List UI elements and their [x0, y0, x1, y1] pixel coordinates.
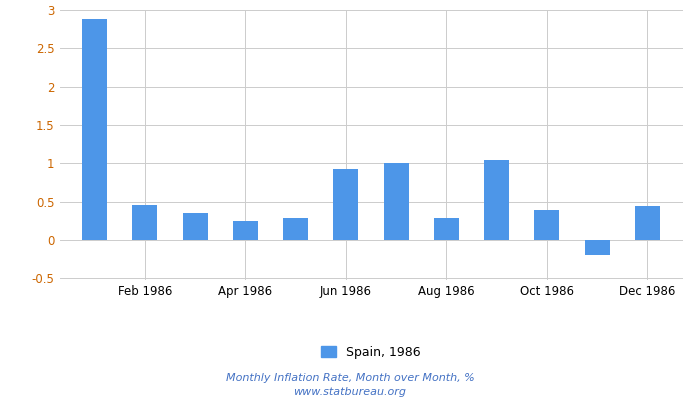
Bar	[283, 218, 308, 240]
Bar	[82, 19, 107, 240]
Bar	[384, 163, 409, 240]
Bar	[434, 218, 459, 240]
Bar	[534, 210, 559, 240]
Bar	[183, 213, 208, 240]
Legend: Spain, 1986: Spain, 1986	[321, 346, 421, 359]
Bar	[484, 160, 509, 240]
Bar	[584, 240, 610, 255]
Text: www.statbureau.org: www.statbureau.org	[293, 387, 407, 397]
Bar	[635, 206, 660, 240]
Text: Monthly Inflation Rate, Month over Month, %: Monthly Inflation Rate, Month over Month…	[225, 373, 475, 383]
Bar	[333, 169, 358, 240]
Bar	[132, 205, 158, 240]
Bar	[233, 221, 258, 240]
